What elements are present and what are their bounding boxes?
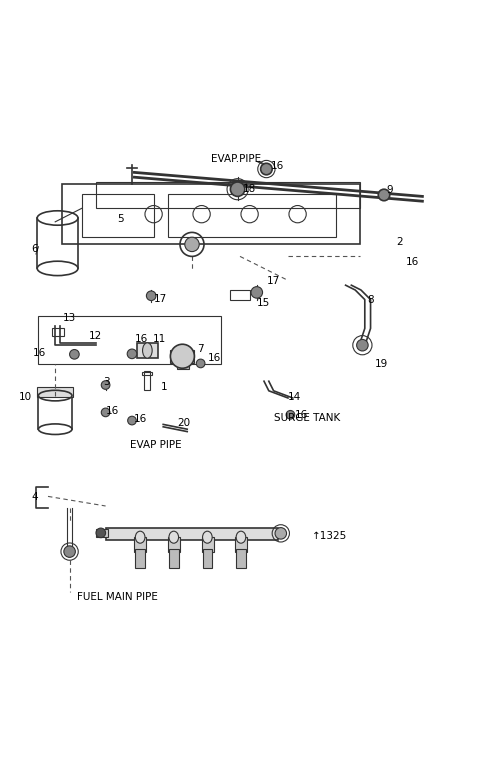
Ellipse shape	[135, 531, 145, 543]
Text: 16: 16	[207, 353, 221, 363]
Text: 15: 15	[257, 299, 270, 309]
Text: FUEL MAIN PIPE: FUEL MAIN PIPE	[77, 592, 157, 602]
Ellipse shape	[143, 343, 152, 358]
Circle shape	[275, 527, 287, 539]
Bar	[62, 185, 360, 245]
Bar	[52, 328, 64, 336]
Bar	[137, 343, 158, 358]
Circle shape	[230, 182, 245, 196]
Text: 16: 16	[295, 410, 309, 420]
Text: 8: 8	[367, 295, 374, 305]
Circle shape	[64, 546, 75, 557]
Text: 5: 5	[118, 214, 124, 224]
Bar	[96, 529, 108, 537]
Text: 18: 18	[242, 185, 256, 195]
Circle shape	[101, 381, 110, 389]
Text: 4: 4	[31, 493, 38, 503]
Text: 14: 14	[288, 391, 301, 401]
Circle shape	[357, 340, 368, 351]
Bar	[169, 549, 179, 568]
Bar	[38, 317, 221, 364]
Text: 13: 13	[62, 313, 76, 323]
Bar	[202, 537, 214, 552]
Text: 20: 20	[178, 418, 191, 428]
Bar	[96, 182, 360, 208]
Circle shape	[251, 286, 263, 298]
Bar	[230, 290, 250, 300]
Text: SURGE TANK: SURGE TANK	[274, 413, 340, 423]
Text: 16: 16	[106, 406, 119, 416]
Bar	[170, 350, 194, 363]
Text: 9: 9	[386, 185, 393, 195]
Circle shape	[127, 349, 137, 359]
Bar	[168, 537, 180, 552]
Text: EVAP PIPE: EVAP PIPE	[130, 439, 181, 449]
Circle shape	[378, 189, 390, 201]
Text: EVAP.PIPE: EVAP.PIPE	[211, 154, 261, 164]
Text: 16: 16	[271, 161, 285, 171]
Circle shape	[146, 291, 156, 300]
Circle shape	[101, 408, 110, 417]
Bar	[37, 387, 73, 397]
Circle shape	[128, 416, 136, 425]
Text: 10: 10	[19, 391, 32, 401]
Circle shape	[185, 237, 199, 252]
Circle shape	[170, 344, 194, 368]
Text: 16: 16	[406, 257, 419, 267]
Bar	[82, 194, 154, 237]
Ellipse shape	[169, 531, 179, 543]
Circle shape	[286, 411, 295, 419]
Circle shape	[196, 359, 205, 367]
Text: 6: 6	[31, 244, 38, 254]
Ellipse shape	[203, 531, 212, 543]
Text: 17: 17	[154, 293, 167, 303]
Bar	[177, 360, 189, 369]
Text: 7: 7	[197, 344, 204, 354]
Bar	[235, 537, 247, 552]
Circle shape	[261, 164, 272, 174]
Text: 3: 3	[103, 378, 110, 388]
Text: 16: 16	[133, 414, 147, 424]
Text: 2: 2	[396, 237, 403, 247]
Text: 16: 16	[32, 348, 46, 358]
Text: 16: 16	[134, 334, 148, 344]
Circle shape	[96, 528, 106, 537]
Text: ↑1325: ↑1325	[312, 531, 347, 540]
Text: 17: 17	[266, 276, 280, 286]
Bar	[236, 549, 246, 568]
Bar	[142, 371, 152, 375]
Bar	[106, 527, 278, 540]
Text: 12: 12	[89, 330, 102, 340]
Bar	[135, 549, 145, 568]
Bar	[203, 549, 212, 568]
Bar	[134, 537, 146, 552]
Bar	[168, 194, 336, 237]
Text: 1: 1	[161, 382, 168, 392]
Text: 19: 19	[374, 360, 388, 369]
Circle shape	[70, 350, 79, 359]
Bar	[144, 371, 150, 390]
Ellipse shape	[236, 531, 246, 543]
Text: 11: 11	[153, 334, 166, 344]
